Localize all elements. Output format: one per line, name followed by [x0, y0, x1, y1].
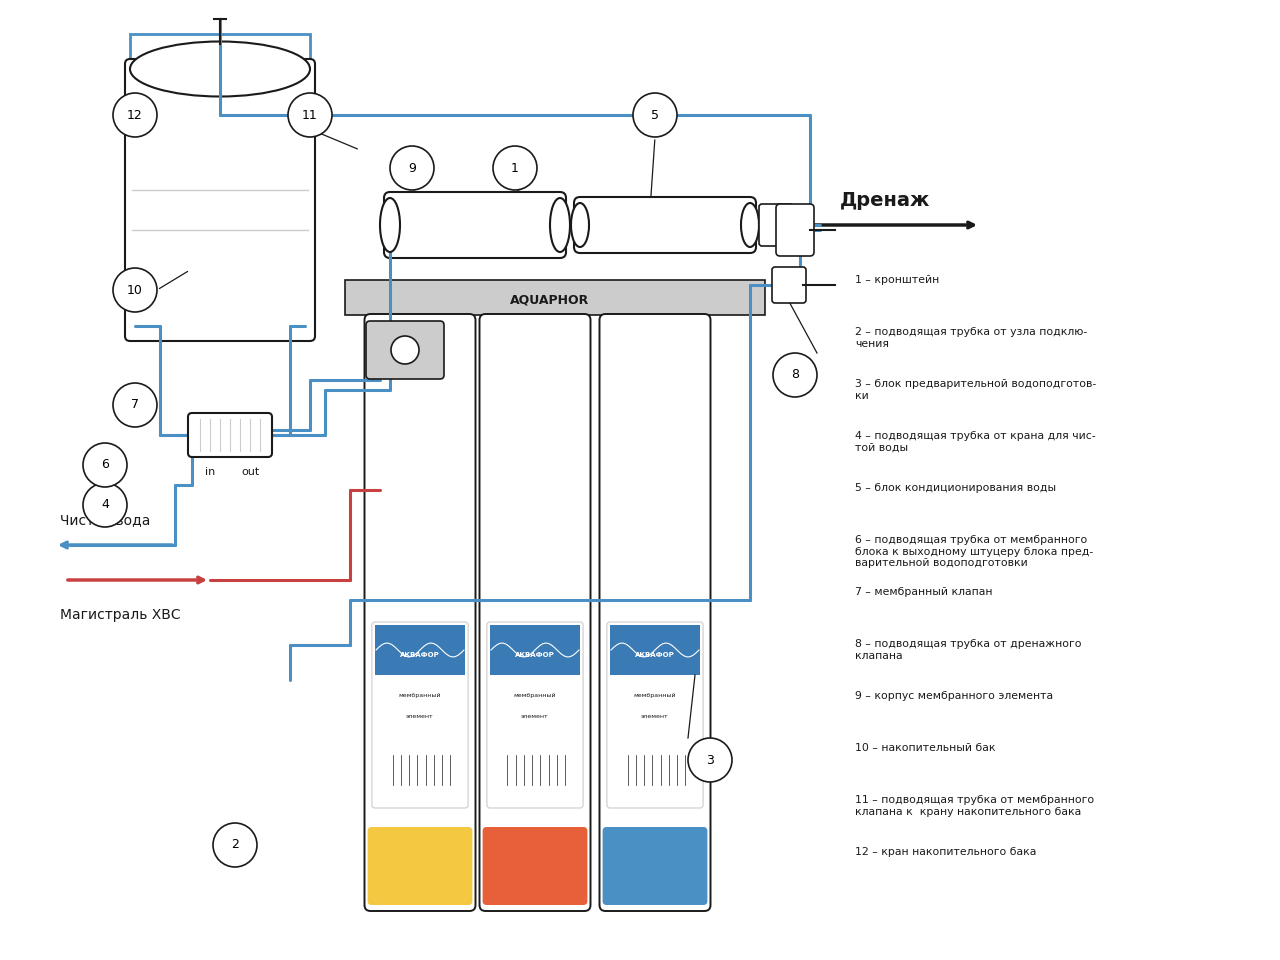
Text: Чистая вода: Чистая вода [60, 513, 150, 527]
Text: элемент: элемент [641, 714, 669, 719]
Text: 12: 12 [127, 108, 143, 122]
Text: элемент: элемент [521, 714, 549, 719]
Circle shape [212, 823, 257, 867]
Circle shape [113, 268, 157, 312]
FancyBboxPatch shape [759, 204, 794, 246]
FancyBboxPatch shape [375, 625, 465, 675]
Text: 4 – подводящая трубка от крана для чис-
той воды: 4 – подводящая трубка от крана для чис- … [855, 431, 1096, 452]
Circle shape [390, 146, 434, 190]
Ellipse shape [131, 41, 310, 97]
Text: 3: 3 [707, 754, 714, 766]
FancyBboxPatch shape [480, 314, 590, 911]
FancyBboxPatch shape [346, 280, 765, 315]
Text: AQUAPHOR: AQUAPHOR [511, 294, 590, 306]
Text: 1: 1 [511, 161, 518, 175]
Circle shape [113, 93, 157, 137]
Text: 11: 11 [302, 108, 317, 122]
FancyBboxPatch shape [125, 59, 315, 341]
Text: 2: 2 [232, 838, 239, 852]
Ellipse shape [741, 203, 759, 247]
Text: АКВАФОР: АКВАФОР [635, 652, 675, 658]
FancyBboxPatch shape [599, 314, 710, 911]
FancyBboxPatch shape [776, 204, 814, 256]
FancyBboxPatch shape [772, 267, 806, 303]
Circle shape [773, 353, 817, 397]
Ellipse shape [380, 198, 399, 252]
Text: АКВАФОР: АКВАФОР [515, 652, 554, 658]
FancyBboxPatch shape [366, 321, 444, 379]
FancyBboxPatch shape [607, 622, 703, 808]
Circle shape [689, 738, 732, 782]
Text: in: in [205, 467, 215, 477]
Text: 9: 9 [408, 161, 416, 175]
Text: элемент: элемент [406, 714, 434, 719]
FancyBboxPatch shape [365, 314, 475, 911]
Text: 7 – мембранный клапан: 7 – мембранный клапан [855, 587, 992, 597]
Text: 4: 4 [101, 498, 109, 512]
Text: 3 – блок предварительной водоподготов-
ки: 3 – блок предварительной водоподготов- к… [855, 379, 1096, 400]
Circle shape [83, 483, 127, 527]
FancyBboxPatch shape [788, 213, 806, 237]
Text: мембранный: мембранный [513, 692, 557, 698]
Text: Дренаж: Дренаж [840, 191, 931, 210]
Text: 7: 7 [131, 398, 140, 412]
Text: 11 – подводящая трубка от мембранного
клапана к  крану накопительного бака: 11 – подводящая трубка от мембранного кл… [855, 795, 1094, 817]
Text: 10: 10 [127, 283, 143, 297]
FancyBboxPatch shape [603, 827, 708, 905]
FancyBboxPatch shape [573, 197, 756, 253]
Text: АКВАФОР: АКВАФОР [401, 652, 440, 658]
Circle shape [113, 383, 157, 427]
Text: 10 – накопительный бак: 10 – накопительный бак [855, 743, 996, 753]
FancyBboxPatch shape [372, 622, 468, 808]
Text: 8: 8 [791, 369, 799, 381]
Circle shape [634, 93, 677, 137]
Text: 9 – корпус мембранного элемента: 9 – корпус мембранного элемента [855, 691, 1053, 701]
Text: 12 – кран накопительного бака: 12 – кран накопительного бака [855, 847, 1037, 857]
FancyBboxPatch shape [188, 413, 273, 457]
Text: мембранный: мембранный [634, 692, 676, 698]
FancyBboxPatch shape [367, 827, 472, 905]
FancyBboxPatch shape [609, 625, 700, 675]
Text: мембранный: мембранный [399, 692, 442, 698]
Ellipse shape [390, 336, 419, 364]
Text: Магистраль ХВС: Магистраль ХВС [60, 608, 180, 622]
Text: 5 – блок кондиционирования воды: 5 – блок кондиционирования воды [855, 483, 1056, 493]
Text: 6 – подводящая трубка от мембранного
блока к выходному штуцеру блока пред-
варит: 6 – подводящая трубка от мембранного бло… [855, 535, 1093, 568]
Text: 2 – подводящая трубка от узла подклю-
чения: 2 – подводящая трубка от узла подклю- че… [855, 327, 1087, 348]
FancyBboxPatch shape [384, 192, 566, 258]
FancyBboxPatch shape [490, 625, 580, 675]
Text: 6: 6 [101, 459, 109, 471]
Text: out: out [241, 467, 259, 477]
Ellipse shape [571, 203, 589, 247]
FancyBboxPatch shape [483, 827, 588, 905]
Circle shape [493, 146, 538, 190]
Text: 8 – подводящая трубка от дренажного
клапана: 8 – подводящая трубка от дренажного клап… [855, 639, 1082, 660]
Text: 1 – кронштейн: 1 – кронштейн [855, 275, 940, 285]
Circle shape [83, 443, 127, 487]
Ellipse shape [550, 198, 570, 252]
Text: 5: 5 [652, 108, 659, 122]
Circle shape [288, 93, 332, 137]
FancyBboxPatch shape [486, 622, 584, 808]
